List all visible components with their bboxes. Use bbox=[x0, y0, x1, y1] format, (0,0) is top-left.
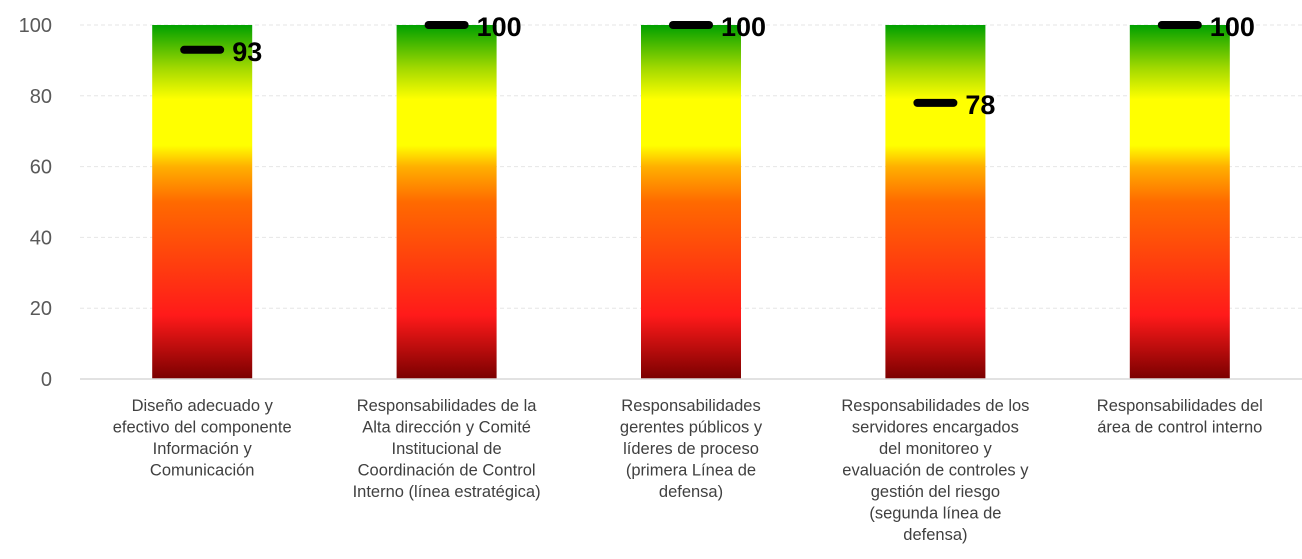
category-label-line: defensa) bbox=[903, 526, 967, 544]
category-labels: Diseño adecuado y efectivo del componente… bbox=[113, 397, 1263, 544]
category-label-line: Responsabilidades bbox=[621, 397, 760, 415]
category-label-line: Institucional de bbox=[392, 440, 502, 458]
category-label-line: Coordinación de Control bbox=[358, 462, 536, 480]
category-label-line: líderes de proceso bbox=[623, 440, 759, 458]
data-label: 93 bbox=[232, 37, 262, 67]
category-label-line: (segunda línea de bbox=[869, 505, 1001, 523]
category-label: Responsabilidades del área de control int… bbox=[1097, 397, 1263, 437]
scale-bar bbox=[152, 25, 253, 379]
bars bbox=[152, 25, 1230, 379]
category-label-line: gerentes públicos y bbox=[620, 419, 763, 437]
y-tick-label: 60 bbox=[30, 157, 52, 179]
category-label-line: gestión del riesgo bbox=[871, 483, 1000, 501]
category-label-line: del monitoreo y bbox=[879, 440, 993, 458]
category-label-line: (primera Línea de bbox=[626, 462, 756, 480]
y-tick-label: 80 bbox=[30, 86, 52, 108]
category-label-line: Alta dirección y Comité bbox=[362, 419, 531, 437]
category-label: Responsabilidades de la Alta dirección y … bbox=[353, 397, 541, 501]
data-labels: 93 100 100 78 100 bbox=[232, 12, 1255, 120]
category-label-line: Responsabilidades de la bbox=[357, 397, 538, 415]
category-label: Responsabilidades de los servidores encar… bbox=[841, 397, 1029, 544]
category-label-line: Interno (línea estratégica) bbox=[353, 483, 541, 501]
category-label-line: servidores encargados bbox=[852, 419, 1019, 437]
category-label-line: efectivo del componente bbox=[113, 419, 292, 437]
scale-bar bbox=[885, 25, 986, 379]
scale-bar bbox=[641, 25, 741, 379]
scale-bar bbox=[1129, 25, 1230, 379]
category-label: Responsabilidades gerentes públicos y líde… bbox=[620, 397, 763, 501]
y-tick-label: 20 bbox=[30, 298, 52, 320]
category-label-line: Responsabilidades de los bbox=[841, 397, 1029, 415]
category-label-line: área de control interno bbox=[1097, 419, 1262, 437]
value-markers bbox=[180, 21, 1202, 107]
category-label-line: Responsabilidades del bbox=[1097, 397, 1263, 415]
category-label-line: Diseño adecuado y bbox=[132, 397, 274, 415]
y-tick-label: 40 bbox=[30, 227, 52, 249]
category-label-line: Comunicación bbox=[150, 462, 255, 480]
category-label-line: Información y bbox=[153, 440, 253, 458]
category-label-line: defensa) bbox=[659, 483, 723, 501]
y-axis-tick-labels: 0 20 40 60 80 100 bbox=[19, 15, 52, 391]
data-label: 100 bbox=[1210, 12, 1255, 42]
category-label: Diseño adecuado y efectivo del componente… bbox=[113, 397, 292, 480]
y-tick-label: 100 bbox=[19, 15, 52, 37]
y-tick-label: 0 bbox=[41, 369, 52, 391]
data-label: 100 bbox=[477, 12, 522, 42]
category-label-line: evaluación de controles y bbox=[842, 462, 1029, 480]
data-label: 100 bbox=[721, 12, 766, 42]
scale-bar bbox=[396, 25, 497, 379]
data-label: 78 bbox=[965, 90, 995, 120]
